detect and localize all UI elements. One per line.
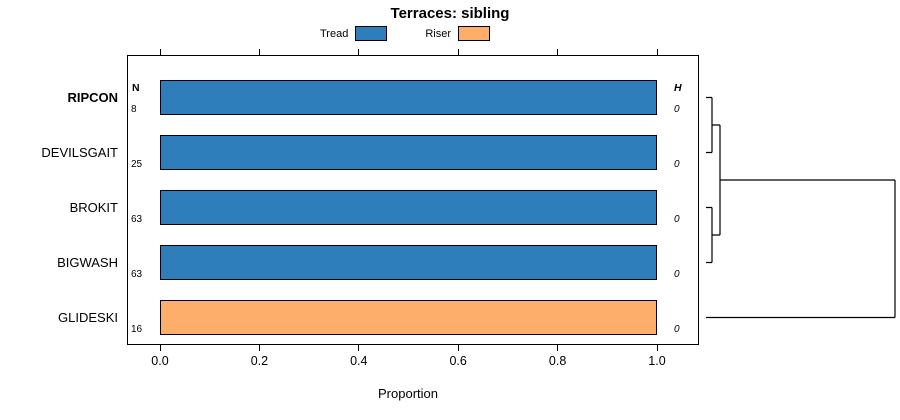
x-tick-label: 1.0 xyxy=(648,354,666,368)
x-tick-label: 0.4 xyxy=(350,354,368,368)
n-value: 63 xyxy=(131,214,143,225)
legend-item-riser: Riser xyxy=(425,26,490,41)
category-label: BROKIT xyxy=(69,200,118,215)
axis-tick xyxy=(358,345,360,351)
category-label: RIPCON xyxy=(67,90,118,105)
axis-tick xyxy=(258,49,260,55)
h-value: 0 xyxy=(674,214,680,225)
bar xyxy=(160,135,657,170)
n-value: 25 xyxy=(131,159,143,170)
axis-tick xyxy=(457,49,459,55)
chart-title: Terraces: sibling xyxy=(390,5,510,22)
n-column-header: N xyxy=(132,82,140,94)
n-value: 63 xyxy=(131,269,143,280)
axis-tick xyxy=(656,345,658,351)
x-tick-label: 0.2 xyxy=(250,354,269,368)
h-column-header: H xyxy=(674,82,682,94)
axis-tick xyxy=(457,345,459,351)
category-label: DEVILSGAIT xyxy=(41,145,118,160)
x-tick-label: 0.0 xyxy=(151,354,169,368)
bar xyxy=(160,300,657,335)
legend-swatch-tread xyxy=(355,26,388,41)
h-value: 0 xyxy=(674,269,680,280)
category-label: GLIDESKI xyxy=(58,310,118,325)
bar xyxy=(160,190,657,225)
x-tick-label: 0.6 xyxy=(449,354,467,368)
x-tick-label: 0.8 xyxy=(548,354,567,368)
dendrogram-branches xyxy=(706,96,896,319)
bar xyxy=(160,245,657,280)
axis-tick xyxy=(358,49,360,55)
h-value: 0 xyxy=(674,104,680,115)
plot-area xyxy=(127,55,699,345)
n-value: 16 xyxy=(131,324,143,335)
axis-tick xyxy=(258,345,260,351)
legend-swatch-riser xyxy=(458,26,490,41)
legend: Tread Riser xyxy=(0,26,810,41)
bar xyxy=(160,80,657,115)
legend-item-tread: Tread xyxy=(320,26,388,41)
legend-label-tread: Tread xyxy=(320,27,349,40)
axis-tick xyxy=(656,49,658,55)
h-value: 0 xyxy=(674,159,680,170)
h-value: 0 xyxy=(674,324,680,335)
category-label: BIGWASH xyxy=(57,255,118,270)
n-value: 8 xyxy=(131,104,137,115)
axis-tick xyxy=(159,49,161,55)
x-axis-label: Proportion xyxy=(378,386,438,401)
axis-tick xyxy=(557,49,559,55)
axis-tick xyxy=(557,345,559,351)
legend-label-riser: Riser xyxy=(425,27,451,40)
dendrogram xyxy=(706,96,896,319)
axis-tick xyxy=(159,345,161,351)
